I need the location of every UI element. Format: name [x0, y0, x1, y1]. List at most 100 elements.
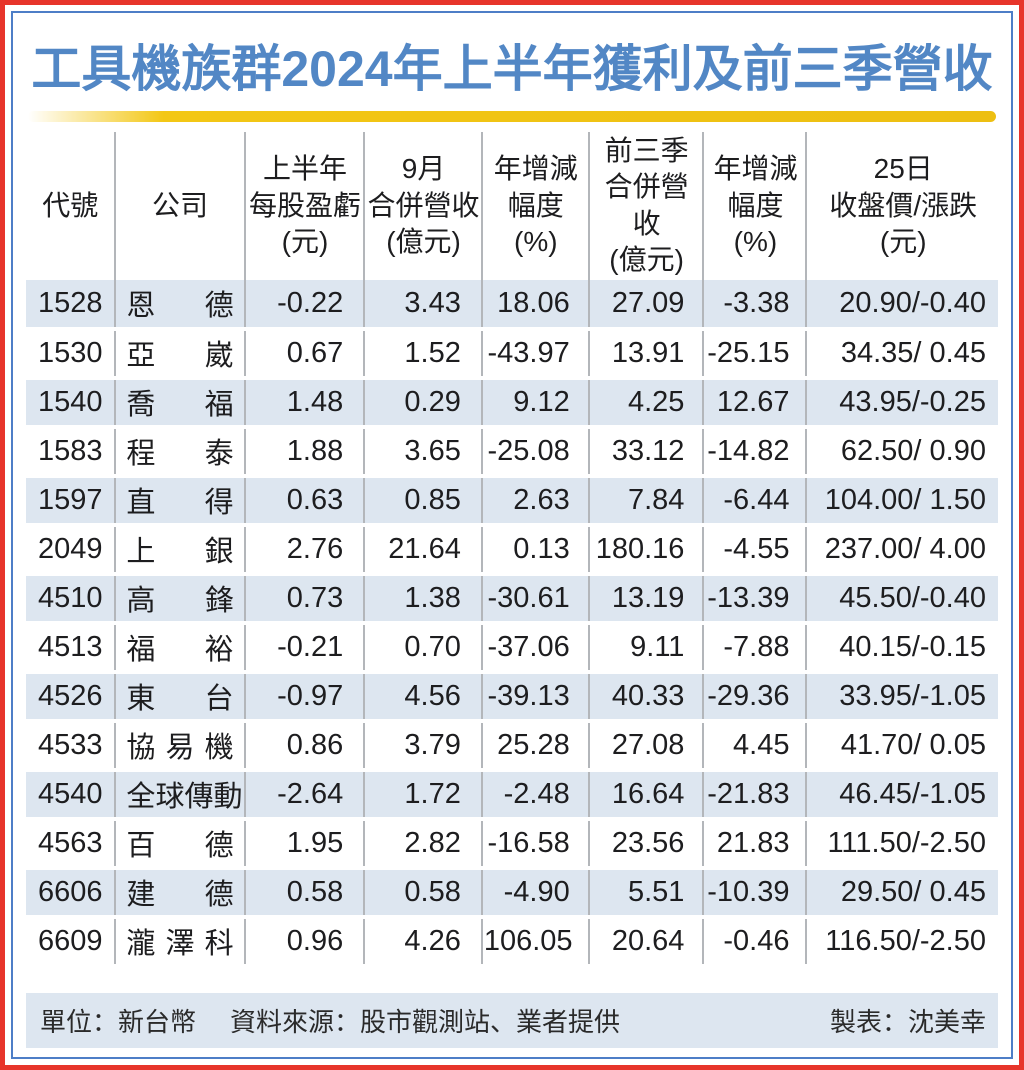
cell-sep_yoy: -30.61: [481, 573, 590, 625]
company-name-char: 傳: [184, 781, 214, 814]
cell-company: 建德: [115, 867, 246, 919]
table-row: 6606 建德 0.58 0.58 -4.90 5.51 -10.39 29.50/ 0.45: [26, 867, 998, 919]
col-header-close_change: 25日 收盤價/漲跌 (元): [806, 132, 998, 280]
cell-sep_revenue: 1.52: [364, 328, 483, 380]
cell-code: 4510: [26, 573, 117, 625]
cell-sep_yoy: -2.48: [481, 769, 590, 821]
cell-sep_revenue: 4.26: [364, 916, 483, 968]
header-line: 年增減: [713, 153, 798, 185]
table-row: 4513 福裕 -0.21 0.70 -37.06 9.11 -7.88 40.15/-0.1…: [26, 622, 998, 674]
company-name-char: 福: [204, 389, 234, 422]
cell-code: 4526: [26, 671, 117, 723]
cell-sep_revenue: 0.58: [364, 867, 483, 919]
table-row: 1528 恩德 -0.22 3.43 18.06 27.09 -3.38 20.90/-0.4…: [26, 279, 998, 331]
cell-h1_eps: 0.67: [244, 328, 366, 380]
cell-sep_revenue: 0.29: [364, 377, 483, 429]
table-row: 1540 喬福 1.48 0.29 9.12 4.25 12.67 43.95/-0.25: [26, 377, 998, 429]
header-line: 年增減: [493, 153, 578, 185]
company-name-char: 機: [204, 732, 234, 765]
cell-close_change: 116.50/-2.50: [806, 916, 998, 968]
col-header-code: 代號: [26, 132, 117, 280]
cell-close_change: 46.45/-1.05: [806, 769, 998, 821]
company-name: 百德: [126, 822, 233, 864]
company-name-char: 球: [155, 781, 185, 814]
cell-q3_revenue: 13.91: [588, 328, 705, 380]
cell-q3_yoy: -6.44: [703, 475, 808, 527]
cell-q3_revenue: 9.11: [588, 622, 705, 674]
cell-q3_revenue: 16.64: [588, 769, 705, 821]
header-line: 9月: [401, 153, 446, 185]
company-name-char: 易: [165, 732, 195, 765]
cell-close_change: 45.50/-0.40: [806, 573, 998, 625]
cell-company: 百德: [115, 818, 246, 870]
cell-q3_revenue: 40.33: [588, 671, 705, 723]
cell-q3_yoy: 21.83: [703, 818, 808, 870]
cell-h1_eps: -0.22: [244, 279, 366, 331]
cell-q3_yoy: -14.82: [703, 426, 808, 478]
cell-close_change: 20.90/-0.40: [806, 279, 998, 331]
col-header-h1_eps: 上半年 每股盈虧 (元): [244, 132, 366, 280]
cell-company: 恩德: [115, 279, 246, 331]
cell-sep_yoy: -37.06: [481, 622, 590, 674]
cell-code: 2049: [26, 524, 117, 576]
cell-sep_revenue: 4.56: [364, 671, 483, 723]
company-name-char: 科: [204, 928, 234, 961]
company-name-char: 協: [126, 732, 156, 765]
cell-h1_eps: 2.76: [244, 524, 366, 576]
page-title: 工具機族群2024年上半年獲利及前三季營收: [31, 41, 993, 97]
cell-close_change: 33.95/-1.05: [806, 671, 998, 723]
cell-q3_yoy: -7.88: [703, 622, 808, 674]
header-line: (元): [281, 225, 329, 257]
company-name-char: 建: [126, 879, 156, 912]
table-row: 1597 直得 0.63 0.85 2.63 7.84 -6.44 104.00/ 1.50: [26, 475, 998, 527]
company-name-char: 澤: [165, 928, 195, 961]
cell-q3_yoy: -13.39: [703, 573, 808, 625]
cell-code: 6609: [26, 916, 117, 968]
cell-sep_yoy: -4.90: [481, 867, 590, 919]
company-name-char: 德: [204, 290, 234, 323]
cell-h1_eps: -2.64: [244, 769, 366, 821]
company-name-char: 恩: [126, 290, 156, 323]
cell-h1_eps: 0.73: [244, 573, 366, 625]
company-name: 高鋒: [126, 577, 233, 619]
cell-close_change: 29.50/ 0.45: [806, 867, 998, 919]
company-name: 程泰: [126, 430, 233, 472]
company-name-char: 崴: [204, 340, 234, 373]
cell-close_change: 43.95/-0.25: [806, 377, 998, 429]
company-name-char: 瀧: [126, 928, 156, 961]
col-header-sep_revenue: 9月 合併營收 (億元): [364, 132, 483, 280]
cell-sep_yoy: -16.58: [481, 818, 590, 870]
cell-company: 程泰: [115, 426, 246, 478]
credit-label: 製表：沈美幸: [829, 1007, 986, 1037]
header-line: 合併營收: [367, 189, 480, 221]
header-line: 代號: [42, 189, 99, 221]
cell-sep_yoy: 25.28: [481, 720, 590, 772]
company-name-char: 德: [204, 830, 234, 863]
cell-sep_yoy: 2.63: [481, 475, 590, 527]
cell-q3_revenue: 4.25: [588, 377, 705, 429]
content-area: 工具機族群2024年上半年獲利及前三季營收 代號 公司 上半年 每股盈虧 (元) 9月 合併…: [11, 11, 1013, 1059]
company-name-char: 銀: [204, 536, 234, 569]
cell-sep_revenue: 0.85: [364, 475, 483, 527]
cell-company: 瀧澤科: [115, 916, 246, 968]
cell-h1_eps: 0.86: [244, 720, 366, 772]
cell-sep_yoy: -43.97: [481, 328, 590, 380]
cell-close_change: 237.00/ 4.00: [806, 524, 998, 576]
company-name-char: 泰: [204, 438, 234, 471]
company-name: 直得: [126, 479, 233, 521]
col-header-q3_revenue: 前三季 合併營收 (億元): [588, 132, 705, 280]
company-name-char: 高: [126, 585, 156, 618]
unit-label: 單位：新台幣: [40, 1007, 197, 1037]
cell-code: 4563: [26, 818, 117, 870]
cell-h1_eps: 0.58: [244, 867, 366, 919]
company-name-char: 台: [204, 683, 234, 716]
cell-q3_revenue: 13.19: [588, 573, 705, 625]
company-name-char: 東: [126, 683, 156, 716]
company-name-char: 裕: [204, 634, 234, 667]
cell-close_change: 40.15/-0.15: [806, 622, 998, 674]
header-line: 每股盈虧: [248, 189, 361, 221]
header-line: (元): [879, 225, 927, 257]
company-name-char: 全: [126, 781, 156, 814]
cell-sep_revenue: 1.38: [364, 573, 483, 625]
company-name: 協易機: [126, 724, 233, 766]
